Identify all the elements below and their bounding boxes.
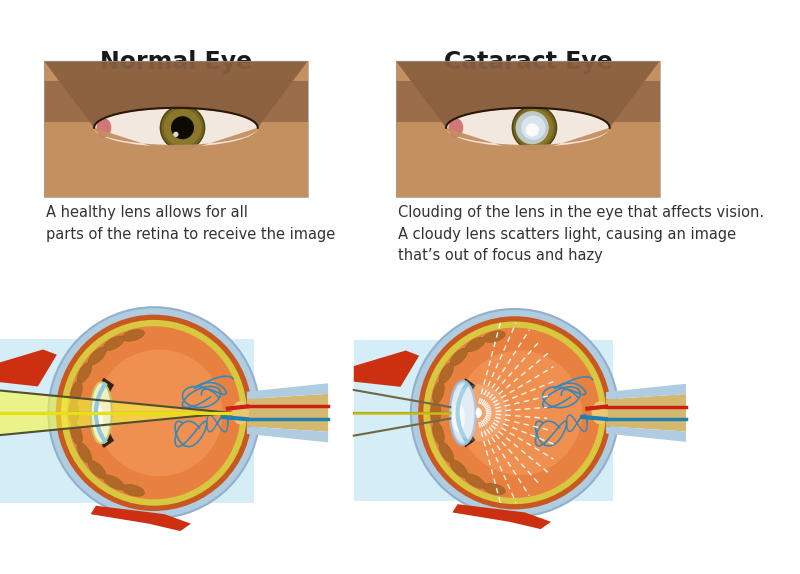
Bar (396, 61, 660, 197)
Ellipse shape (433, 422, 444, 444)
Circle shape (512, 106, 557, 150)
Polygon shape (0, 390, 230, 436)
Bar (44, 61, 308, 197)
Circle shape (418, 316, 611, 509)
Circle shape (67, 326, 241, 499)
Polygon shape (247, 394, 328, 432)
Circle shape (171, 116, 194, 139)
Polygon shape (247, 383, 328, 399)
Ellipse shape (122, 484, 145, 497)
Ellipse shape (446, 108, 610, 147)
Circle shape (526, 130, 531, 135)
Ellipse shape (450, 348, 468, 366)
Bar (44, 82, 308, 122)
Circle shape (423, 321, 606, 504)
Text: Clouding of the lens in the eye that affects vision.
A cloudy lens scatters ligh: Clouding of the lens in the eye that aff… (398, 205, 764, 263)
Ellipse shape (70, 381, 82, 404)
Circle shape (411, 309, 618, 517)
Polygon shape (606, 384, 686, 400)
Polygon shape (247, 426, 328, 443)
Polygon shape (354, 351, 419, 387)
Ellipse shape (232, 401, 249, 424)
Circle shape (458, 351, 582, 475)
Bar (44, 61, 308, 197)
Circle shape (160, 106, 205, 150)
Polygon shape (44, 61, 308, 127)
Ellipse shape (90, 382, 112, 444)
Wedge shape (454, 378, 475, 447)
Ellipse shape (433, 381, 444, 404)
Ellipse shape (439, 442, 454, 463)
Ellipse shape (88, 460, 106, 479)
Ellipse shape (451, 384, 474, 442)
Ellipse shape (591, 401, 608, 424)
Circle shape (61, 320, 247, 506)
Ellipse shape (77, 362, 92, 383)
Bar (0, 339, 254, 503)
Circle shape (164, 109, 202, 146)
Ellipse shape (465, 474, 486, 488)
Ellipse shape (450, 381, 476, 445)
Ellipse shape (483, 331, 506, 343)
Polygon shape (396, 127, 660, 197)
Ellipse shape (439, 363, 454, 383)
Ellipse shape (103, 475, 124, 490)
Ellipse shape (483, 483, 506, 495)
Circle shape (526, 123, 539, 137)
Ellipse shape (95, 405, 103, 431)
Circle shape (515, 109, 554, 146)
Ellipse shape (88, 347, 106, 365)
Ellipse shape (94, 108, 258, 147)
Wedge shape (93, 378, 114, 448)
Ellipse shape (69, 401, 79, 424)
Ellipse shape (77, 443, 92, 463)
Polygon shape (90, 506, 191, 531)
Bar (396, 61, 660, 197)
Circle shape (96, 350, 222, 476)
Ellipse shape (452, 404, 465, 433)
Text: A healthy lens allows for all
parts of the retina to receive the image: A healthy lens allows for all parts of t… (46, 205, 335, 242)
Ellipse shape (430, 401, 441, 424)
Circle shape (430, 328, 600, 498)
Polygon shape (452, 504, 551, 529)
Ellipse shape (450, 460, 468, 478)
Circle shape (515, 111, 549, 144)
Bar (396, 82, 660, 122)
Ellipse shape (449, 118, 463, 137)
Polygon shape (606, 394, 686, 432)
Polygon shape (396, 61, 660, 127)
Circle shape (56, 315, 252, 511)
Text: Cataract Eye: Cataract Eye (443, 51, 612, 75)
Ellipse shape (97, 118, 111, 137)
Ellipse shape (122, 329, 145, 341)
Polygon shape (44, 127, 308, 197)
Ellipse shape (103, 336, 124, 351)
Ellipse shape (70, 422, 82, 445)
Text: Normal Eye: Normal Eye (100, 51, 252, 75)
Polygon shape (0, 350, 57, 386)
Ellipse shape (465, 337, 486, 352)
Circle shape (48, 307, 259, 518)
Circle shape (174, 131, 178, 137)
Ellipse shape (450, 384, 507, 441)
Polygon shape (606, 426, 686, 442)
Bar (354, 340, 614, 501)
Circle shape (521, 115, 546, 140)
